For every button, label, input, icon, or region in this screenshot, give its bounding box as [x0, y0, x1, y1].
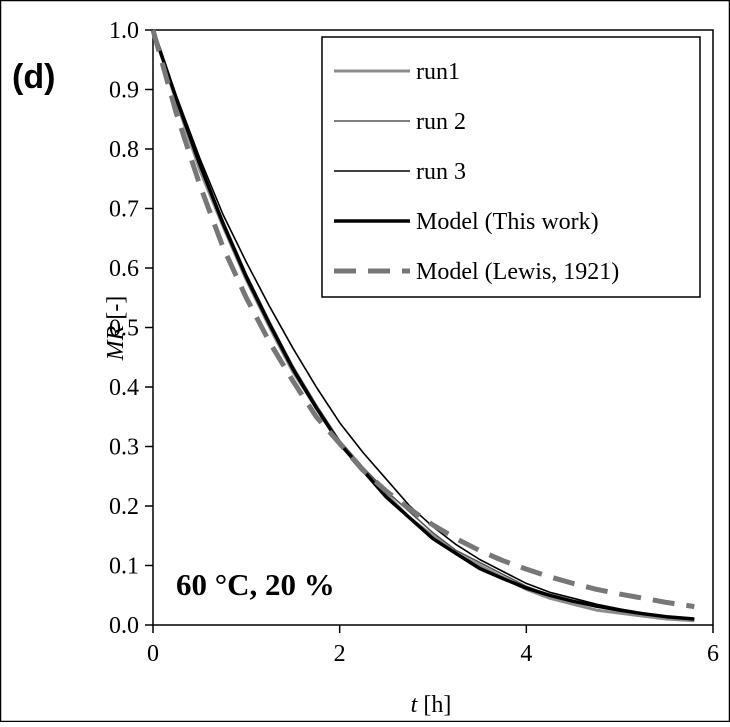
x-tick-label: 2	[334, 641, 346, 667]
x-axis-unit: [h]	[417, 692, 451, 718]
panel-label: (d)	[12, 58, 55, 96]
y-tick-label: 0.5	[109, 316, 139, 342]
legend-label: run 3	[416, 159, 466, 185]
y-axis-unit: [-]	[103, 296, 129, 326]
series-layer	[150, 29, 695, 623]
x-axis-variable: t	[411, 692, 419, 718]
y-tick-label: 1.0	[109, 18, 139, 44]
y-tick-label: 0.9	[109, 78, 139, 104]
legend: run1 run 2 run 3 Model (This work) Model (Le…	[321, 36, 701, 298]
legend-label: Model (This work)	[416, 209, 599, 235]
y-tick-label: 0.8	[109, 137, 139, 163]
x-axis-label: t [h]	[411, 692, 452, 718]
legend-label: run 2	[416, 109, 466, 135]
y-tick-label: 0.3	[109, 435, 139, 461]
series-line-4	[151, 29, 695, 621]
condition-annotation: 60 °C, 20 %	[176, 567, 335, 602]
y-axis-variable: MR	[103, 325, 129, 361]
legend-label: Model (Lewis, 1921)	[416, 259, 619, 285]
x-tick-label: 0	[147, 641, 159, 667]
series-line-5	[150, 29, 695, 610]
x-tick-label: 4	[520, 641, 532, 667]
y-tick-label: 0.1	[109, 554, 139, 580]
y-tick-label: 0.7	[109, 197, 139, 223]
y-axis-label: MR [-]	[103, 296, 129, 362]
axis-ticks: 0.0 0.1 0.2 0.3 0.4 0.5 0.6 0.7 0.8 0.9 1.0 0 2 4 6	[109, 18, 719, 667]
y-tick-label: 0.2	[109, 494, 139, 520]
legend-label: run1	[416, 59, 460, 85]
legend-box	[321, 36, 701, 298]
y-tick-label: 0.6	[109, 256, 139, 282]
y-tick-label: 0.0	[109, 613, 139, 639]
x-tick-label: 6	[707, 641, 719, 667]
y-tick-label: 0.4	[109, 375, 139, 401]
